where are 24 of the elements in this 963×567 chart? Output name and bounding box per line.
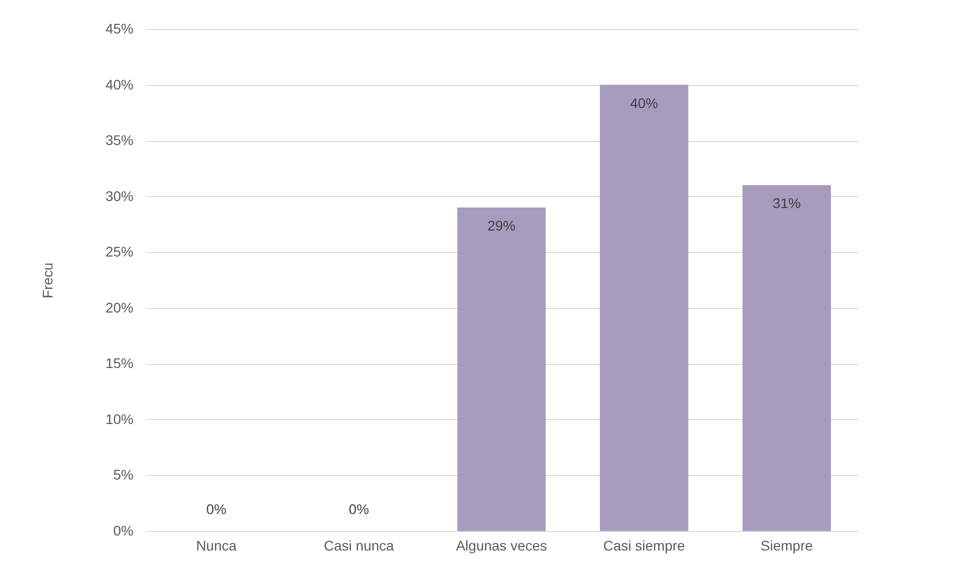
y-tick-label: 0%: [113, 522, 134, 538]
data-label: 40%: [630, 94, 658, 111]
y-tick-label: 10%: [105, 410, 134, 427]
data-label: 29%: [487, 217, 516, 234]
y-axis-title: Frecu: [39, 262, 56, 298]
bar: [457, 207, 546, 531]
y-tick-label: 45%: [105, 20, 134, 36]
y-tick-label: 35%: [105, 132, 134, 148]
bar: [600, 84, 688, 531]
y-tick-label: 40%: [105, 76, 134, 92]
x-tick-label: Casi nunca: [324, 538, 394, 554]
y-tick-label: 5%: [113, 466, 134, 483]
x-tick-label: Casi siempre: [603, 538, 686, 554]
y-tick-label: 20%: [105, 299, 134, 316]
y-tick-label: 15%: [105, 355, 134, 372]
y-tick-label: 25%: [105, 244, 134, 260]
x-tick-label: Algunas veces: [456, 538, 548, 554]
data-label: 0%: [206, 501, 226, 517]
x-tick-label: Nunca: [196, 538, 237, 554]
bar: [742, 185, 831, 531]
data-label: 0%: [348, 501, 370, 517]
y-tick-label: 30%: [105, 188, 134, 204]
x-tick-label: Siempre: [760, 538, 813, 554]
data-label: 31%: [772, 195, 801, 212]
